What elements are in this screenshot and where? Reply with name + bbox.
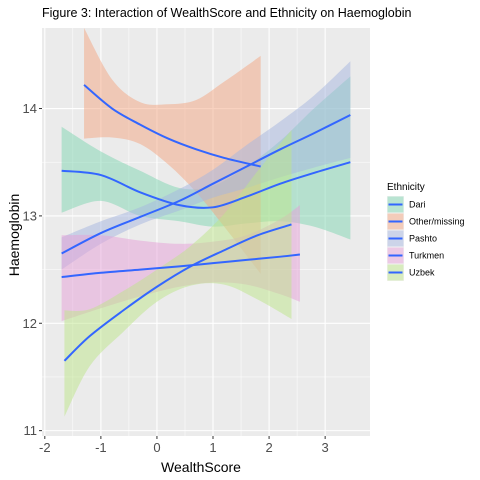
line-uzbek bbox=[63, 223, 292, 362]
legend-label: Turkmen bbox=[409, 251, 444, 261]
legend: Ethnicity Dari Other/missing Pashto Turkmen… bbox=[387, 182, 465, 281]
y-tick-label: 11 bbox=[24, 423, 38, 438]
x-axis-label: WealthScore bbox=[161, 459, 241, 475]
legend-item-pashto: Pashto bbox=[387, 230, 437, 247]
legend-label: Dari bbox=[409, 200, 426, 210]
y-axis-label: Haemoglobin bbox=[6, 194, 22, 277]
legend-title: Ethnicity bbox=[387, 182, 425, 193]
x-tick-label: 2 bbox=[265, 440, 272, 455]
x-tick-label: 3 bbox=[322, 440, 329, 455]
line-turkmen bbox=[61, 253, 301, 279]
y-tick-label: 12 bbox=[23, 316, 37, 331]
band-pashto bbox=[61, 61, 351, 270]
line-dari bbox=[61, 161, 351, 209]
x-tick-label: -1 bbox=[95, 440, 107, 455]
x-tick-label: -2 bbox=[39, 440, 51, 455]
legend-label: Other/missing bbox=[409, 217, 465, 227]
chart-title: Figure 3: Interaction of WealthScore and… bbox=[42, 6, 411, 20]
band-other-missing bbox=[84, 28, 261, 274]
legend-item-dari: Dari bbox=[387, 196, 426, 213]
legend-item-uzbek: Uzbek bbox=[387, 264, 435, 281]
line-other-missing bbox=[83, 84, 261, 168]
legend-label: Pashto bbox=[409, 234, 437, 244]
series-lines bbox=[61, 84, 351, 362]
legend-label: Uzbek bbox=[409, 268, 435, 278]
line-pashto bbox=[61, 114, 351, 255]
x-tick-label: 1 bbox=[209, 440, 216, 455]
y-tick-label: 14 bbox=[23, 101, 37, 116]
legend-item-turkmen: Turkmen bbox=[387, 247, 444, 264]
legend-item-other-missing: Other/missing bbox=[387, 213, 465, 230]
y-tick-label: 13 bbox=[23, 208, 37, 223]
x-tick-label: 0 bbox=[153, 440, 160, 455]
